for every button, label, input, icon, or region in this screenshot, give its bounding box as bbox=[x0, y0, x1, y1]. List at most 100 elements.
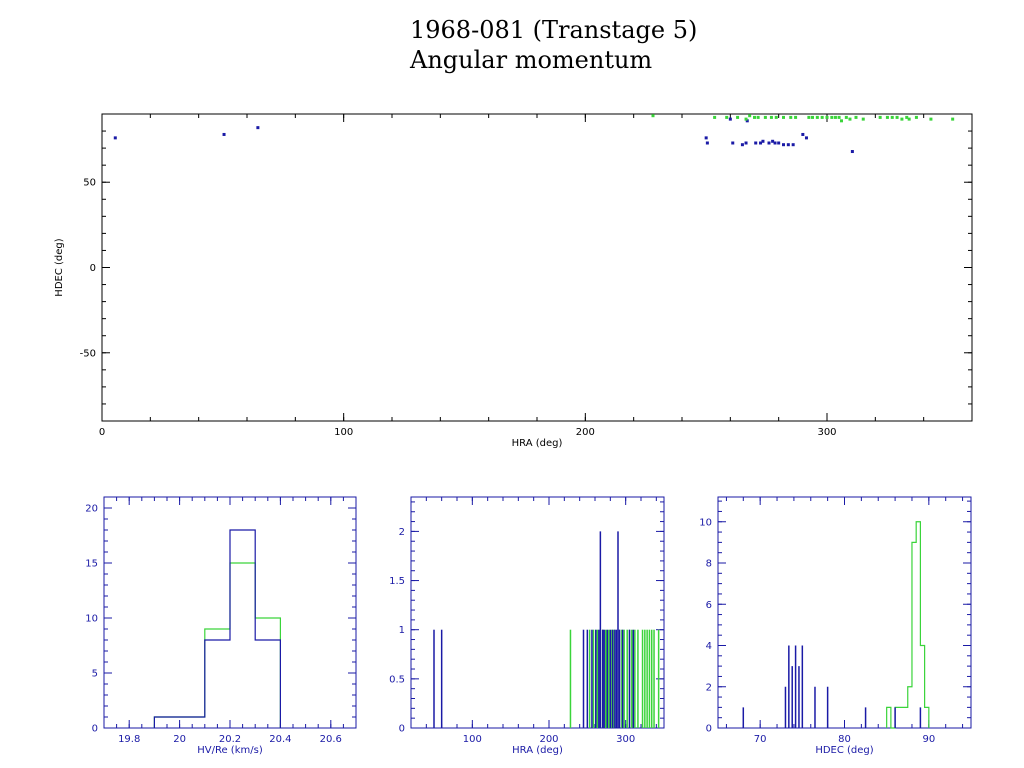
scatter-data-point bbox=[791, 143, 795, 147]
scatter-y-axis-label: HDEC (deg) bbox=[54, 238, 65, 296]
hist-hra-x-tick-label: 100 bbox=[463, 734, 482, 745]
scatter-data-point bbox=[756, 115, 760, 119]
hist-hv-x-axis-label: HV/Re (km/s) bbox=[197, 745, 263, 756]
scatter-data-point bbox=[256, 126, 260, 130]
scatter-data-point bbox=[804, 136, 808, 140]
hist-hv-x-tick-label: 20.6 bbox=[320, 734, 342, 745]
hist-hra-x-tick-label: 200 bbox=[539, 734, 558, 745]
scatter-data-point bbox=[769, 115, 773, 119]
scatter-data-point bbox=[801, 132, 805, 136]
hist-hra-frame bbox=[410, 496, 665, 729]
hist-hra-y-tick-label: 2 bbox=[399, 527, 405, 538]
figure-subtitle: Angular momentum bbox=[410, 46, 653, 74]
scatter-data-point bbox=[744, 117, 748, 121]
hist-hra-y-tick-label: 1.5 bbox=[389, 576, 405, 587]
hist-hv-y-tick-label: 10 bbox=[85, 614, 98, 625]
scatter-data-point bbox=[878, 115, 882, 119]
hist-hv-histogram-step bbox=[153, 562, 281, 728]
scatter-data-point bbox=[820, 115, 824, 119]
scatter-data-point bbox=[844, 115, 848, 119]
scatter-data-point bbox=[782, 143, 785, 147]
hist-hv-y-tick-label: 0 bbox=[92, 724, 98, 735]
hist-hv-x-tick-label: 20.2 bbox=[219, 734, 241, 745]
scatter-data-point bbox=[759, 141, 763, 145]
hist-hra-y-tick-label: 1 bbox=[399, 625, 405, 636]
scatter-data-point bbox=[777, 141, 781, 145]
scatter-data-point bbox=[914, 115, 918, 119]
scatter-data-point bbox=[861, 117, 865, 121]
scatter-y-tick-label: 0 bbox=[90, 263, 96, 274]
hist-hv-x-tick-label: 20 bbox=[173, 734, 186, 745]
scatter-data-point bbox=[929, 117, 933, 121]
scatter-data-point bbox=[754, 141, 758, 145]
scatter-data-point bbox=[833, 115, 837, 119]
scatter-data-point bbox=[850, 150, 854, 154]
hist-hdec-x-axis-label: HDEC (deg) bbox=[815, 745, 873, 756]
hist-hdec-x-tick-label: 90 bbox=[922, 734, 935, 745]
scatter-data-point bbox=[774, 115, 778, 119]
scatter-data-point bbox=[782, 115, 785, 119]
scatter-data-point bbox=[786, 143, 790, 147]
scatter-data-point bbox=[767, 141, 771, 145]
hist-hdec-y-tick-label: 2 bbox=[706, 682, 712, 693]
scatter-data-point bbox=[895, 115, 899, 119]
hist-hra-x-tick-label: 300 bbox=[616, 734, 635, 745]
scatter-data-point bbox=[830, 115, 834, 119]
scatter-data-point bbox=[907, 117, 911, 121]
hist-hdec-histogram-step bbox=[886, 521, 930, 729]
scatter-data-point bbox=[890, 115, 894, 119]
hist-hdec-y-tick-label: 10 bbox=[699, 517, 712, 528]
scatter-data-point bbox=[728, 117, 732, 121]
scatter-data-point bbox=[840, 119, 843, 123]
scatter-data-point bbox=[825, 115, 829, 119]
hist-hra-y-tick-label: 0 bbox=[399, 724, 405, 735]
scatter-data-point bbox=[837, 115, 841, 119]
hist-hra-y-tick-label: 0.5 bbox=[389, 674, 405, 685]
scatter-data-point bbox=[222, 132, 226, 136]
hist-hdec-x-tick-label: 70 bbox=[754, 734, 767, 745]
scatter-data-point bbox=[885, 115, 889, 119]
hist-hdec-y-tick-label: 0 bbox=[706, 724, 712, 735]
hist-hv-y-tick-label: 15 bbox=[85, 559, 98, 570]
hist-hdec-x-tick-label: 80 bbox=[838, 734, 851, 745]
scatter-data-point bbox=[900, 117, 904, 121]
scatter-y-tick-label: -50 bbox=[80, 348, 96, 359]
scatter-data-point bbox=[854, 115, 858, 119]
scatter-data-point bbox=[753, 115, 756, 119]
scatter-data-point bbox=[794, 115, 798, 119]
hist-hdec-frame bbox=[717, 496, 972, 729]
scatter-data-point bbox=[807, 115, 811, 119]
scatter-data-point bbox=[763, 115, 767, 119]
hist-hdec-y-tick-label: 4 bbox=[706, 641, 712, 652]
scatter-data-point bbox=[951, 117, 955, 121]
scatter-y-tick-label: 50 bbox=[83, 178, 96, 189]
scatter-data-point bbox=[705, 141, 709, 145]
scatter-data-point bbox=[811, 115, 814, 119]
scatter-x-tick-label: 300 bbox=[817, 427, 836, 438]
scatter-data-point bbox=[740, 143, 744, 147]
scatter-data-point bbox=[651, 114, 655, 118]
hist-hra-x-axis-label: HRA (deg) bbox=[512, 745, 563, 756]
scatter-data-point bbox=[905, 115, 909, 119]
scatter-data-point bbox=[113, 136, 117, 140]
scatter-data-point bbox=[789, 115, 793, 119]
hist-hv-y-tick-label: 5 bbox=[92, 669, 98, 680]
hist-hdec-y-tick-label: 6 bbox=[706, 600, 712, 611]
hist-hv-x-tick-label: 19.8 bbox=[118, 734, 140, 745]
hist-hdec-y-tick-label: 8 bbox=[706, 559, 712, 570]
scatter-frame bbox=[101, 113, 973, 422]
scatter-data-point bbox=[815, 115, 819, 119]
scatter-data-point bbox=[771, 139, 775, 143]
scatter-data-point bbox=[761, 139, 765, 143]
hist-hv-x-tick-label: 20.4 bbox=[269, 734, 291, 745]
scatter-data-point bbox=[731, 141, 735, 145]
scatter-data-point bbox=[725, 115, 729, 119]
scatter-x-axis-label: HRA (deg) bbox=[512, 438, 563, 449]
scatter-data-point bbox=[704, 136, 708, 140]
scatter-x-tick-label: 100 bbox=[334, 427, 353, 438]
scatter-x-tick-label: 200 bbox=[576, 427, 595, 438]
scatter-data-point bbox=[744, 141, 748, 145]
scatter-x-tick-label: 0 bbox=[99, 427, 105, 438]
